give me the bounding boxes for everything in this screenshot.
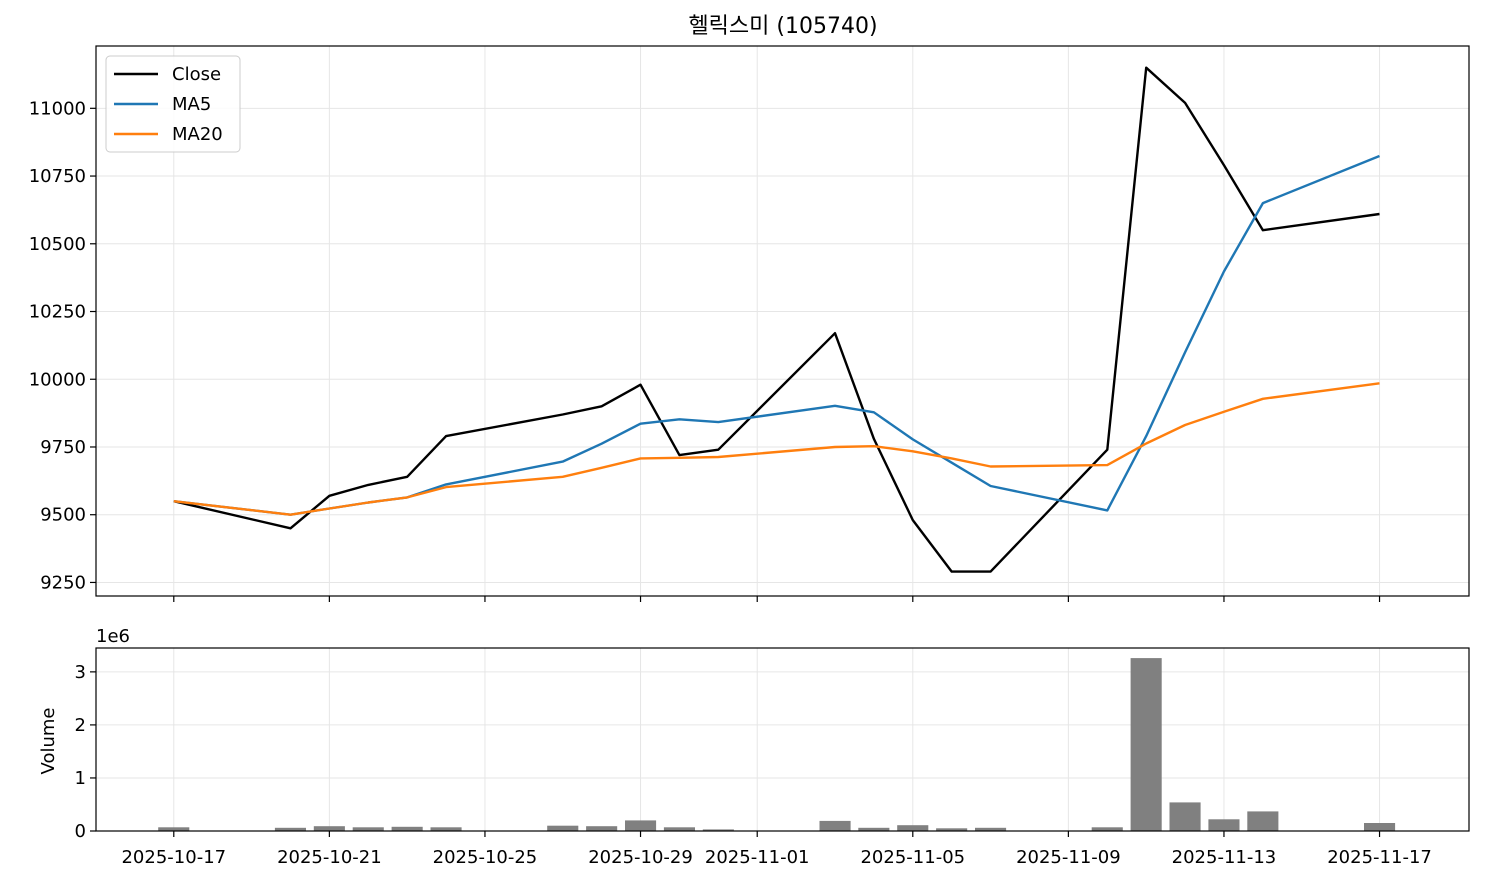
- volume-bar: [1169, 802, 1201, 831]
- volume-bar: [897, 825, 929, 831]
- volume-bar: [702, 829, 734, 831]
- volume-bar: [547, 825, 579, 831]
- volume-y-tick-label: 0: [75, 821, 86, 842]
- volume-bar: [1091, 827, 1123, 831]
- volume-bar: [625, 820, 657, 831]
- series-line-ma20: [173, 382, 1380, 516]
- price-panel: 9250 9500 9750 10000 10250 10500 10750 11000 Clo…: [29, 45, 1470, 602]
- volume-bar: [274, 827, 306, 831]
- x-tick-label: 2025-11-13: [1172, 847, 1277, 868]
- volume-bar: [975, 827, 1007, 831]
- price-y-tick-label: 10750: [29, 166, 86, 187]
- volume-bar: [586, 826, 618, 831]
- volume-bar: [352, 827, 384, 831]
- price-y-tick-label: 10500: [29, 234, 86, 255]
- volume-bar: [663, 827, 695, 831]
- volume-bar: [1130, 658, 1162, 831]
- volume-y-tick-label: 1: [75, 768, 86, 789]
- x-tick-label: 2025-10-21: [277, 847, 382, 868]
- price-y-tick-label: 10250: [29, 302, 86, 323]
- volume-bar: [313, 826, 345, 831]
- volume-axis-label: Volume: [38, 708, 59, 775]
- volume-y-tick-label: 3: [75, 662, 86, 683]
- legend-label-ma5: MA5: [172, 94, 211, 115]
- legend: Close MA5 MA20: [105, 55, 241, 153]
- volume-offset-text: 1e6: [96, 626, 130, 647]
- price-y-tick-label: 9750: [40, 437, 86, 458]
- price-y-tick-label: 9250: [40, 572, 86, 593]
- volume-panel: 0 1 2 3 2025-10-17 2025-10-21 2025-10-25 2025-1…: [75, 647, 1470, 868]
- x-tick-label: 2025-10-29: [588, 847, 693, 868]
- series-line-ma5: [173, 154, 1380, 516]
- legend-label-ma20: MA20: [172, 124, 223, 145]
- volume-bar: [936, 828, 968, 831]
- price-y-tick-label: 10000: [29, 369, 86, 390]
- volume-bar: [158, 827, 190, 831]
- x-tick-label: 2025-11-01: [705, 847, 810, 868]
- x-tick-label: 2025-10-25: [433, 847, 538, 868]
- volume-bar: [819, 820, 851, 831]
- volume-bar: [1247, 811, 1279, 831]
- x-tick-label: 2025-11-09: [1016, 847, 1121, 868]
- x-tick-label: 2025-10-17: [121, 847, 226, 868]
- volume-bar: [858, 827, 890, 831]
- price-plot-frame: [95, 45, 1470, 597]
- legend-box: [105, 55, 241, 153]
- legend-label-close: Close: [172, 64, 221, 85]
- chart-title: 헬릭스미 (105740): [688, 14, 877, 39]
- series-line-close: [173, 66, 1380, 573]
- volume-bar: [1208, 819, 1240, 831]
- volume-bar: [391, 826, 423, 831]
- volume-bar: [1364, 823, 1396, 831]
- price-y-tick-label: 11000: [29, 98, 86, 119]
- x-tick-label: 2025-11-05: [860, 847, 965, 868]
- price-y-tick-label: 9500: [40, 505, 86, 526]
- x-tick-label: 2025-11-17: [1327, 847, 1432, 868]
- volume-y-tick-label: 2: [75, 715, 86, 736]
- volume-plot-frame: [95, 647, 1470, 832]
- volume-bar: [430, 827, 462, 831]
